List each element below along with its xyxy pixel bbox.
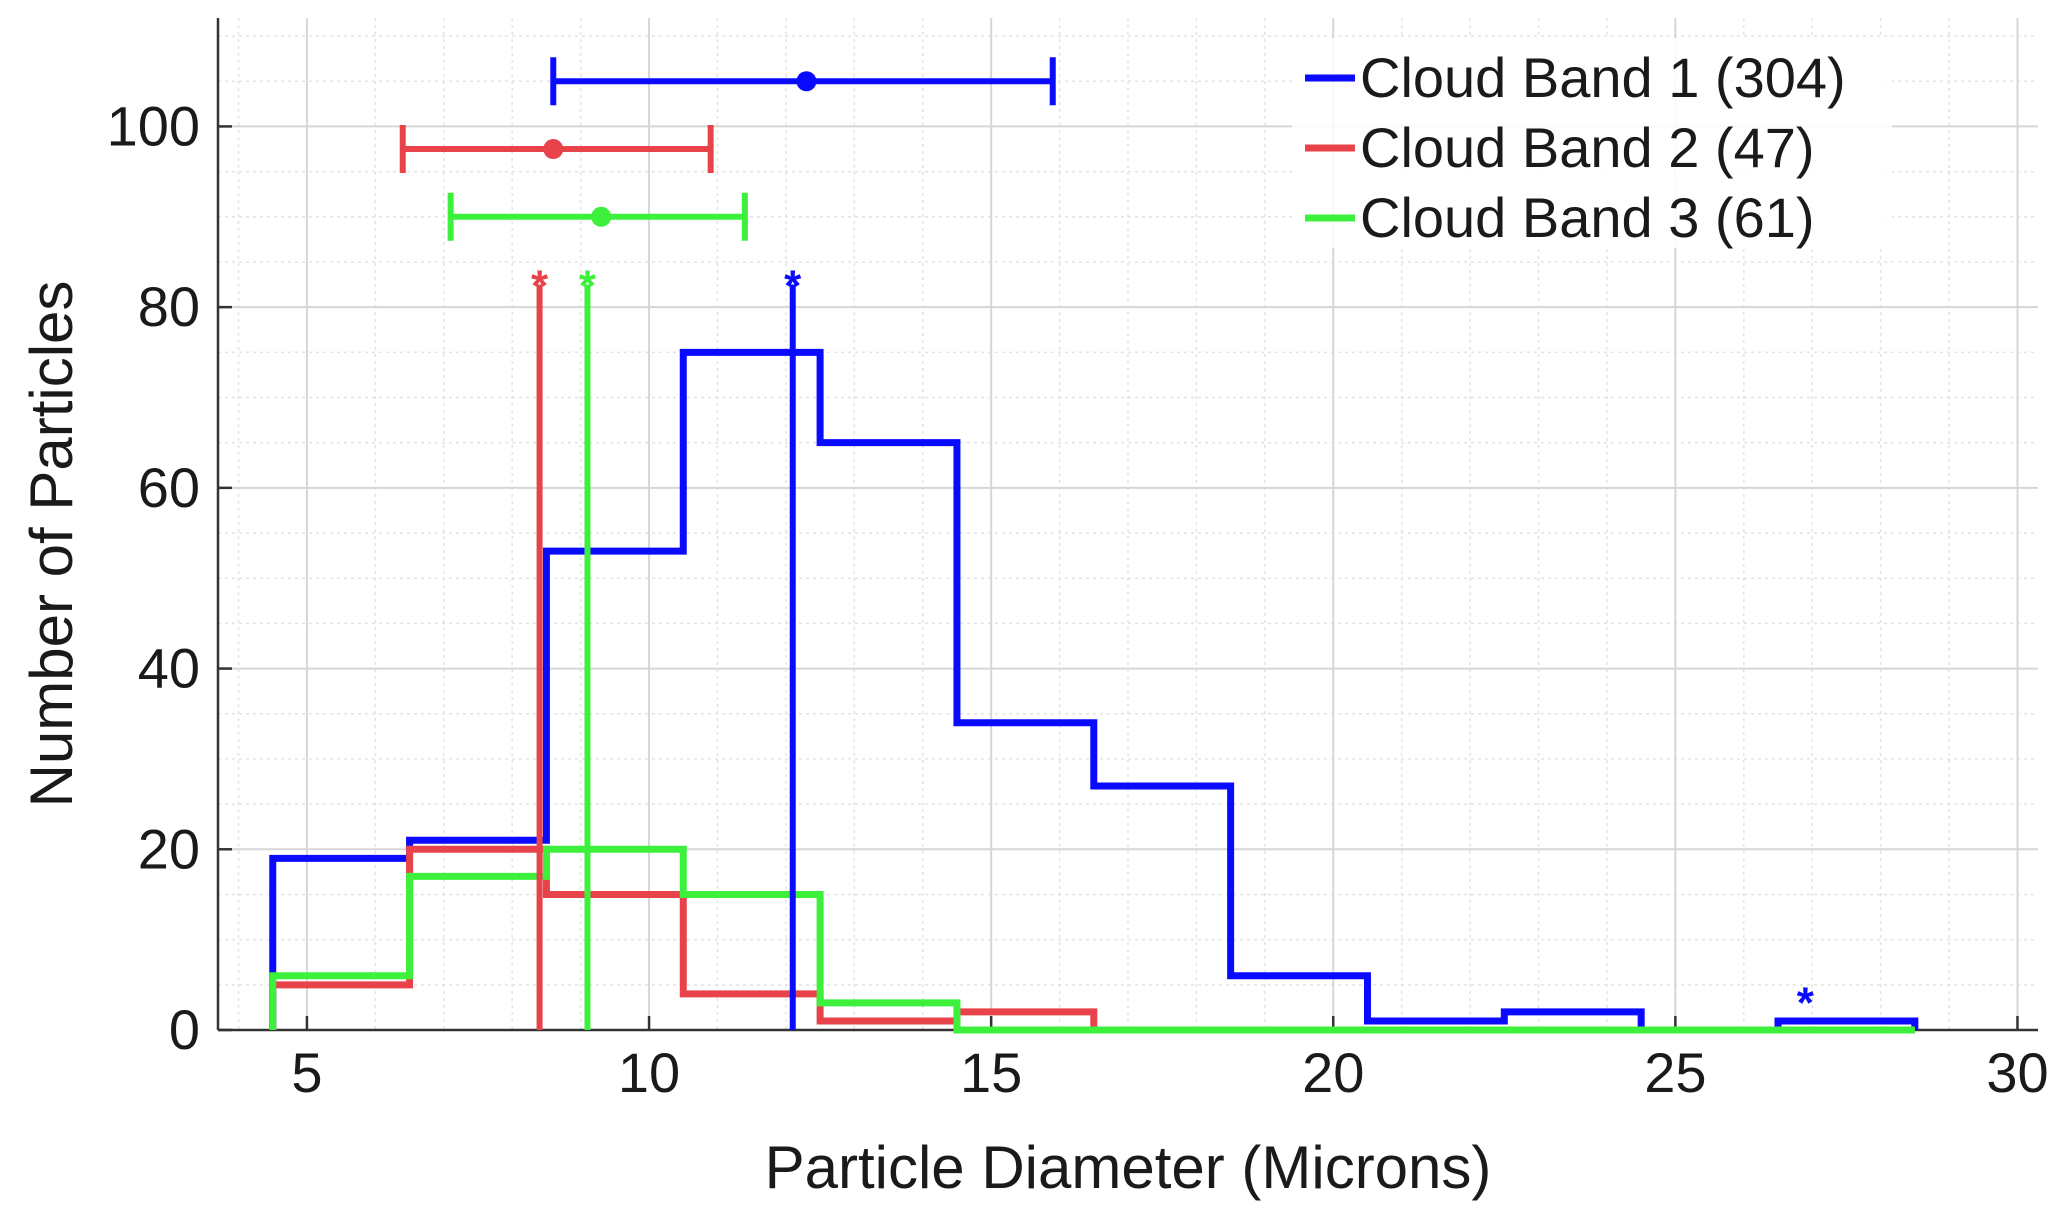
legend-label-series-3: Cloud Band 3 (61) bbox=[1360, 186, 1815, 249]
y-tick-label: 20 bbox=[138, 817, 200, 880]
median-marker-series-1: * bbox=[784, 262, 802, 311]
legend-box bbox=[1292, 38, 1892, 248]
y-tick-label: 100 bbox=[107, 94, 200, 157]
tick-labels: 5 10 15 20 25 30 0 20 40 60 80 100 bbox=[107, 94, 2049, 1104]
legend: Cloud Band 1 (304) Cloud Band 2 (47) Cloud… bbox=[1292, 38, 1892, 249]
x-tick-label: 25 bbox=[1644, 1041, 1706, 1104]
histogram-steps bbox=[269, 348, 1919, 1034]
mean-marker-series-1 bbox=[796, 71, 817, 92]
mean-marker-series-2 bbox=[543, 139, 564, 160]
histogram-step-series-3 bbox=[269, 845, 1915, 1034]
x-tick-label: 15 bbox=[960, 1041, 1022, 1104]
x-tick-label: 10 bbox=[618, 1041, 680, 1104]
y-tick-label: 0 bbox=[169, 998, 200, 1061]
x-tick-label: 5 bbox=[291, 1041, 322, 1104]
y-tick-label: 40 bbox=[138, 637, 200, 700]
x-axis-label: Particle Diameter (Microns) bbox=[765, 1134, 1492, 1201]
legend-label-series-1: Cloud Band 1 (304) bbox=[1360, 46, 1846, 109]
annotation-1: * bbox=[1797, 978, 1815, 1027]
statistics-markers: * * * * bbox=[399, 57, 1815, 1030]
median-marker-series-3: * bbox=[579, 262, 597, 311]
median-marker-series-2: * bbox=[531, 262, 549, 311]
mean-marker-series-3 bbox=[591, 206, 612, 227]
legend-label-series-2: Cloud Band 2 (47) bbox=[1360, 116, 1815, 179]
y-tick-label: 60 bbox=[138, 456, 200, 519]
y-axis-label: Number of Particles bbox=[18, 281, 85, 808]
x-tick-label: 20 bbox=[1302, 1041, 1364, 1104]
x-tick-label: 30 bbox=[1986, 1041, 2048, 1104]
y-tick-label: 80 bbox=[138, 275, 200, 338]
